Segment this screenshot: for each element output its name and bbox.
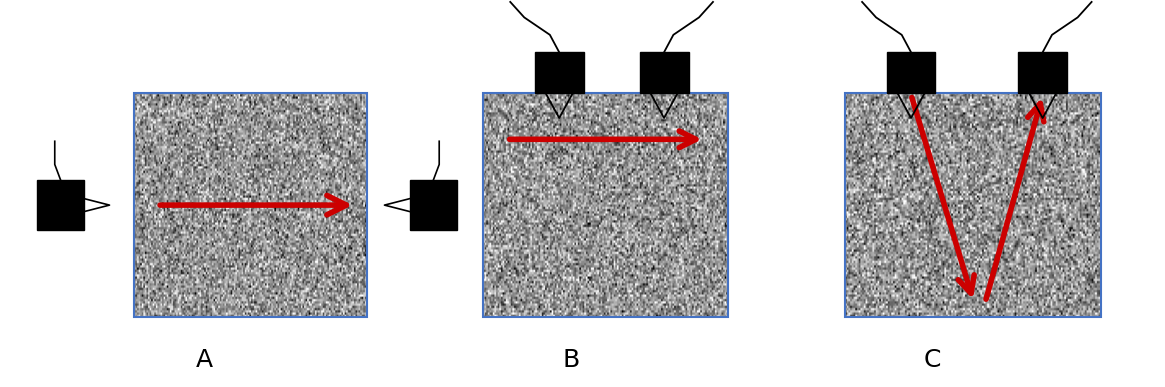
Bar xyxy=(37,180,84,230)
Bar xyxy=(410,180,457,230)
Bar xyxy=(134,93,367,317)
Bar xyxy=(640,52,689,93)
Bar xyxy=(845,93,1101,317)
Text: C: C xyxy=(924,348,940,372)
Text: B: B xyxy=(563,348,579,372)
Bar xyxy=(1018,52,1067,93)
Bar xyxy=(535,52,584,93)
Bar xyxy=(887,52,935,93)
Bar xyxy=(483,93,728,317)
Text: A: A xyxy=(196,348,212,372)
